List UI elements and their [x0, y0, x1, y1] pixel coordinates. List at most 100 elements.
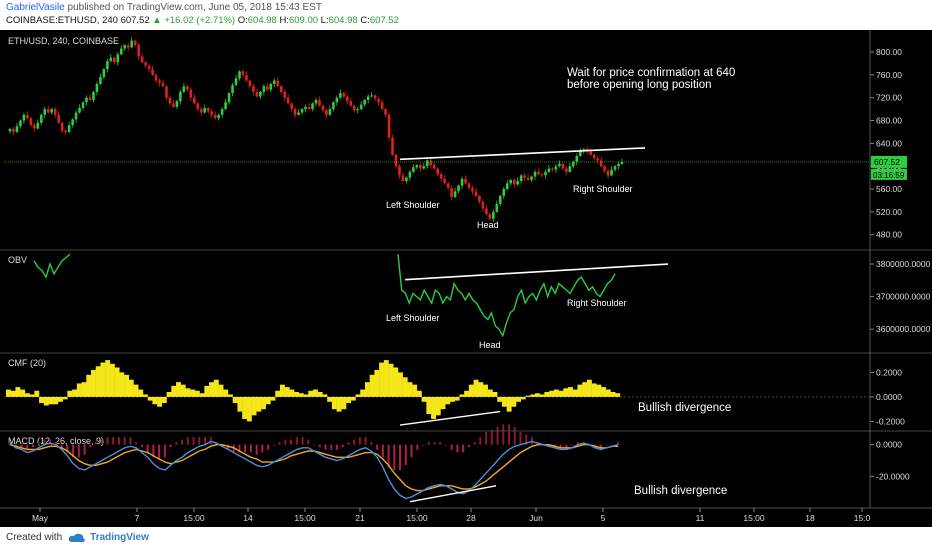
- cmf-bar: [10, 390, 16, 397]
- candle-body: [398, 166, 401, 176]
- candle-body: [88, 97, 92, 100]
- macd-histogram-bar: [611, 444, 614, 446]
- candle-body: [19, 120, 22, 127]
- candle-body: [568, 166, 572, 172]
- cmf-bar: [577, 384, 583, 397]
- macd-histogram-bar: [565, 444, 568, 448]
- candle-body: [307, 106, 311, 110]
- candle-body: [314, 99, 318, 104]
- macd-histogram-bar: [485, 432, 488, 445]
- cmf-bar: [586, 379, 592, 397]
- macd-histogram-bar: [353, 439, 356, 445]
- cmf-bar: [327, 396, 333, 402]
- candle-body: [547, 168, 551, 172]
- candle-body: [238, 71, 241, 79]
- cmf-bar: [76, 383, 82, 397]
- candle-body: [328, 109, 332, 115]
- cmf-bar: [105, 360, 111, 397]
- macd-histogram-bar: [66, 444, 69, 453]
- cmf-bar: [204, 385, 210, 397]
- cmf-bar: [336, 396, 342, 412]
- cmf-bar: [24, 393, 30, 397]
- macd-histogram-bar: [238, 444, 241, 453]
- macd-histogram-bar: [31, 444, 34, 448]
- candle-body: [332, 102, 335, 110]
- candle-body: [227, 93, 231, 103]
- cmf-bar: [251, 396, 257, 416]
- macd-histogram-bar: [617, 442, 619, 445]
- cmf-bar: [81, 382, 87, 397]
- cmf-bar: [256, 396, 262, 412]
- author-link[interactable]: GabrielVasile: [6, 2, 65, 13]
- macd-histogram-bar: [605, 444, 608, 446]
- macd-histogram-bar: [89, 444, 92, 448]
- ohlc-legend: COINBASE:ETHUSD, 240 607.52 ▲ +16.02 (+2…: [6, 15, 399, 26]
- candle-body: [606, 170, 610, 176]
- close-label: C:: [360, 15, 370, 26]
- cmf-bar: [322, 394, 328, 397]
- candle-body: [512, 179, 516, 185]
- candle-body: [286, 97, 290, 104]
- candle-body: [488, 214, 492, 219]
- cmf-bar: [549, 390, 555, 397]
- candle-body: [373, 95, 377, 99]
- candle-body: [530, 176, 533, 180]
- candle-body: [384, 109, 387, 115]
- pane-title: MACD (12, 26, close, 9): [8, 436, 104, 446]
- cmf-bar: [294, 392, 300, 397]
- x-tick-label: May: [32, 513, 49, 523]
- published-text: published on TradingView.com, June 05, 2…: [67, 2, 322, 13]
- cmf-bar: [511, 396, 517, 407]
- candle-body: [241, 71, 245, 75]
- macd-histogram-bar: [43, 439, 46, 445]
- cmf-bar: [62, 396, 68, 400]
- cmf-bar: [426, 396, 432, 415]
- candle-body: [429, 160, 433, 166]
- candle-body: [283, 91, 287, 98]
- y-tick-label: 3600000.0000: [876, 324, 931, 334]
- cmf-bar: [520, 396, 526, 400]
- candle-body: [140, 56, 144, 63]
- annotation-head: Head: [477, 220, 499, 230]
- cmf-bar: [133, 384, 139, 397]
- macd-histogram-bar: [95, 442, 98, 445]
- cmf-annotation-bullish-divergence: Bullish divergence: [638, 402, 731, 414]
- candle-body: [130, 40, 134, 48]
- cmf-bar: [596, 384, 602, 397]
- candle-body: [610, 169, 613, 176]
- candle-body: [217, 114, 220, 119]
- candle-body: [422, 166, 426, 169]
- tradingview-brand[interactable]: TradingView: [90, 532, 149, 543]
- cmf-bar: [610, 392, 616, 397]
- candle-body: [578, 151, 582, 156]
- cmf-bar: [279, 384, 285, 397]
- macd-histogram-bar: [140, 444, 143, 448]
- candle-body: [210, 111, 213, 115]
- macd-histogram-bar: [502, 424, 505, 445]
- candle-body: [36, 122, 40, 129]
- y-tick-label: 760.00: [876, 70, 902, 80]
- cmf-bar: [568, 387, 573, 397]
- candle-body: [561, 163, 565, 169]
- annotation-right-shoulder: Right Shoulder: [573, 184, 633, 194]
- chart-canvas[interactable]: 800.00760.00720.00680.00640.00600.00560.…: [0, 30, 932, 527]
- candle-body: [109, 57, 113, 62]
- cmf-bar: [601, 387, 607, 397]
- high-label: H:: [279, 15, 289, 26]
- obv-annotation-right-shoulder: Right Shoulder: [567, 298, 627, 308]
- annotation-confirmation-line1: Wait for price confirmation at 640: [567, 67, 735, 79]
- candle-body: [419, 165, 422, 169]
- macd-divergence-trendline: [409, 485, 497, 503]
- candle-body: [589, 151, 593, 155]
- candle-body: [15, 126, 19, 132]
- cmf-bar: [265, 396, 271, 405]
- candle-body: [186, 86, 189, 90]
- candle-body: [43, 109, 47, 115]
- candle-body: [224, 102, 227, 110]
- cmf-bar: [152, 396, 158, 405]
- x-tick-label: 28: [466, 513, 476, 523]
- candle-body: [116, 54, 120, 63]
- candle-body: [179, 91, 182, 102]
- candle-body: [436, 168, 440, 175]
- annotations: Wait for price confirmation at 640before…: [386, 67, 735, 497]
